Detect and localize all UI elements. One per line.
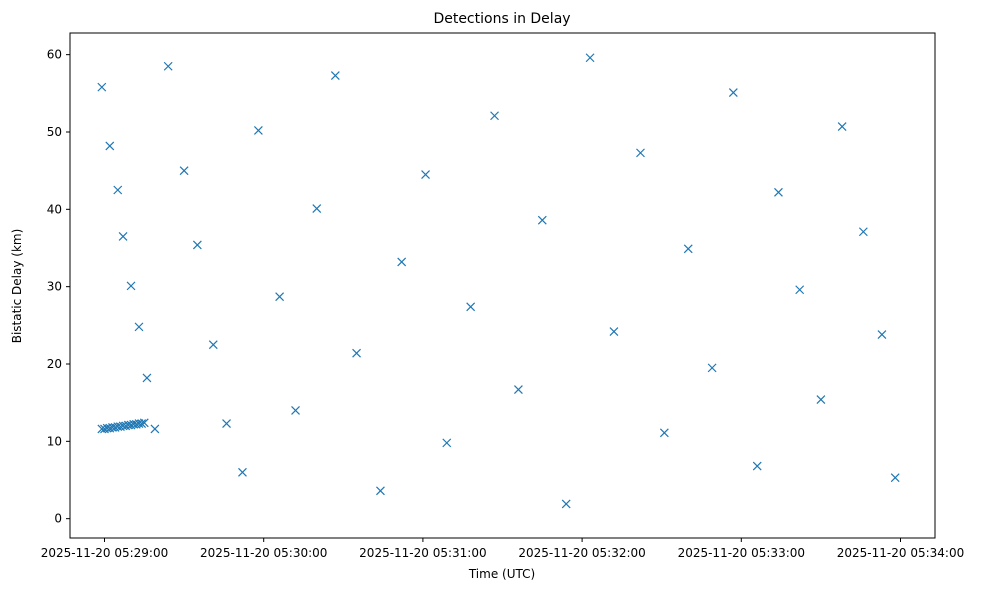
data-point [118, 231, 128, 241]
data-point [376, 486, 385, 496]
data-point [142, 373, 152, 383]
data-point [877, 330, 887, 340]
y-axis-ticks: 0 10 20 30 40 50 60 [47, 48, 70, 526]
plot-frame [69, 32, 936, 539]
data-point [238, 467, 247, 477]
data-point [795, 285, 805, 295]
data-point [126, 281, 136, 291]
data-point [97, 82, 107, 92]
data-point [253, 126, 263, 135]
data-point [728, 88, 738, 97]
data-point [113, 185, 123, 195]
data-point [352, 348, 361, 358]
x-tick-label: 2025-11-20 05:30:00 [200, 546, 327, 560]
x-axis-ticks: 2025-11-20 05:29:00 2025-11-20 05:30:00 20… [41, 538, 964, 560]
data-point [490, 111, 499, 121]
y-tick-label: 10 [47, 434, 62, 448]
data-point [105, 141, 115, 151]
data-point [537, 215, 547, 225]
data-point [442, 438, 452, 448]
data-point [890, 473, 900, 483]
data-point [192, 240, 202, 250]
data-point [466, 302, 476, 312]
data-point [330, 71, 340, 80]
data-point [816, 395, 826, 404]
data-point [397, 257, 407, 267]
data-point [163, 61, 173, 71]
data-point [291, 405, 300, 415]
data-point [609, 327, 619, 336]
data-point [137, 419, 147, 428]
data-point [659, 428, 669, 438]
y-tick-label: 30 [47, 280, 62, 294]
data-point [222, 419, 231, 428]
data-point [150, 424, 160, 434]
data-point [683, 244, 693, 254]
data-point [858, 227, 868, 237]
x-tick-label: 2025-11-20 05:33:00 [678, 546, 805, 560]
data-point [774, 187, 783, 197]
data-point [139, 418, 149, 428]
y-axis-label: Bistatic Delay (km) [10, 229, 24, 344]
y-tick-label: 20 [47, 357, 62, 371]
data-point [179, 166, 189, 176]
x-tick-label: 2025-11-20 05:34:00 [837, 546, 964, 560]
data-points [97, 53, 900, 509]
data-point [421, 170, 430, 179]
data-point [585, 53, 595, 63]
data-point [837, 122, 847, 132]
x-tick-label: 2025-11-20 05:31:00 [359, 546, 486, 560]
x-tick-label: 2025-11-20 05:29:00 [41, 546, 168, 560]
data-point [636, 148, 645, 158]
chart-title: Detections in Delay [433, 11, 570, 27]
y-tick-label: 40 [47, 202, 62, 216]
x-tick-label: 2025-11-20 05:32:00 [518, 546, 645, 560]
data-point [208, 340, 218, 350]
data-point [707, 363, 717, 373]
x-axis-label: Time (UTC) [468, 567, 535, 581]
y-tick-label: 50 [47, 125, 62, 139]
data-point [561, 499, 571, 509]
y-tick-label: 0 [54, 512, 62, 526]
data-point [312, 204, 322, 213]
data-point [513, 385, 523, 394]
y-tick-label: 60 [47, 48, 62, 62]
data-point [275, 292, 285, 302]
data-point [752, 461, 762, 471]
data-point [134, 322, 144, 332]
